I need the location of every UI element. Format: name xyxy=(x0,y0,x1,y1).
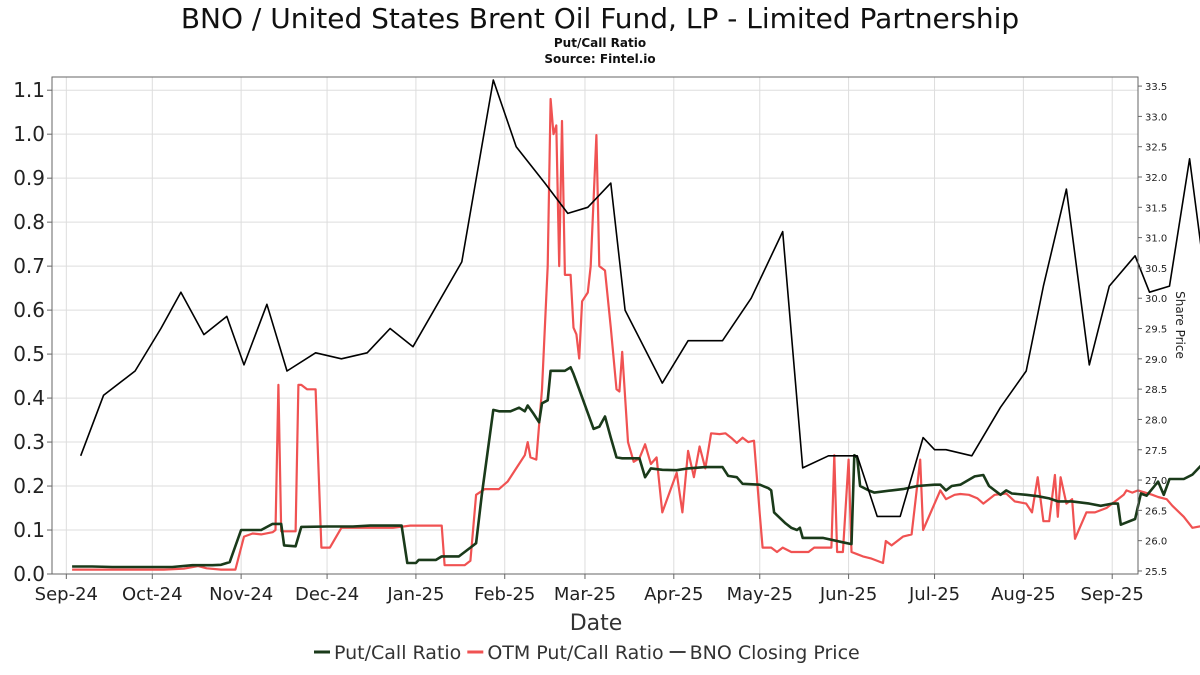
x-tick-label: May-25 xyxy=(727,584,793,605)
legend: Put/Call Ratio OTM Put/Call Ratio BNO Clos… xyxy=(314,642,860,664)
chart-subtitle-1: Put/Call Ratio xyxy=(554,36,646,50)
y-tick-label: 0.6 xyxy=(13,298,45,322)
y2-tick-label: 31.0 xyxy=(1145,234,1167,245)
y2-tick-label: 29.5 xyxy=(1145,325,1167,336)
y2-tick-label: 25.5 xyxy=(1145,567,1167,578)
x-tick-label: Sep-25 xyxy=(1081,584,1144,605)
x-tick-label: Jun-25 xyxy=(819,584,878,605)
grid xyxy=(52,77,1138,575)
y2-tick-label: 29.0 xyxy=(1145,355,1167,366)
series-line-otm-put-call-ratio xyxy=(72,97,1200,571)
legend-label-otm-put-call-ratio: OTM Put/Call Ratio xyxy=(487,642,663,664)
x-tick-label: Dec-24 xyxy=(295,584,359,605)
y2-axis: 25.5 26.0 26.5 27.0 27.5 28.0 28.5 29.0 29.5 30.0… xyxy=(1138,82,1167,578)
x-axis-label: Date xyxy=(570,611,623,636)
series-line-bno-closing-price xyxy=(79,79,1200,518)
x-tick-label: Feb-25 xyxy=(474,584,535,605)
y-tick-label: 1.1 xyxy=(13,78,45,102)
y2-tick-label: 32.5 xyxy=(1145,143,1167,154)
x-tick-label: Jul-25 xyxy=(908,584,960,605)
y2-tick-label: 27.5 xyxy=(1145,446,1167,457)
y2-tick-label: 28.5 xyxy=(1145,385,1167,396)
y-tick-label: 0.0 xyxy=(13,562,45,586)
y2-tick-label: 33.0 xyxy=(1145,112,1167,123)
chart-subtitle-2: Source: Fintel.io xyxy=(544,52,655,66)
y2-tick-label: 30.0 xyxy=(1145,294,1167,305)
x-tick-label: Nov-24 xyxy=(209,584,273,605)
y-tick-label: 0.7 xyxy=(13,254,45,278)
y-axis: 0.0 0.1 0.2 0.3 0.4 0.5 0.6 0.7 0.8 0.9 1.0 1.1 xyxy=(13,78,52,586)
y-tick-label: 0.1 xyxy=(13,518,45,542)
x-tick-label: Jan-25 xyxy=(386,584,444,605)
y2-tick-label: 31.5 xyxy=(1145,203,1167,214)
y-tick-label: 0.8 xyxy=(13,210,45,234)
x-tick-label: Sep-24 xyxy=(35,584,98,605)
y2-tick-label: 28.0 xyxy=(1145,415,1167,426)
y2-tick-label: 26.0 xyxy=(1145,537,1167,548)
x-tick-label: Aug-25 xyxy=(991,584,1056,605)
y2-tick-label: 32.0 xyxy=(1145,173,1167,184)
y2-tick-label: 27.0 xyxy=(1145,476,1167,487)
y2-tick-label: 26.5 xyxy=(1145,506,1167,517)
y-tick-label: 0.3 xyxy=(13,430,45,454)
x-tick-label: Apr-25 xyxy=(644,584,703,605)
legend-label-bno-closing-price: BNO Closing Price xyxy=(690,642,860,664)
x-tick-label: Mar-25 xyxy=(554,584,616,605)
y2-tick-label: 30.5 xyxy=(1145,264,1167,275)
y-tick-label: 0.2 xyxy=(13,474,45,498)
x-axis: Sep-24 Oct-24 Nov-24 Dec-24 Jan-25 Feb-25 Mar-… xyxy=(35,574,1144,605)
y-tick-label: 1.0 xyxy=(13,122,45,146)
plot-frame xyxy=(51,76,1139,575)
legend-label-put-call-ratio: Put/Call Ratio xyxy=(334,642,461,664)
y-tick-label: 0.4 xyxy=(13,386,45,410)
y2-tick-label: 33.5 xyxy=(1145,82,1167,93)
chart-title: BNO / United States Brent Oil Fund, LP -… xyxy=(181,2,1019,35)
x-tick-label: Oct-24 xyxy=(122,584,183,605)
y-tick-label: 0.9 xyxy=(13,166,45,190)
y-tick-label: 0.5 xyxy=(13,342,45,366)
y2-axis-label: Share Price xyxy=(1173,291,1187,359)
series-layer xyxy=(72,79,1200,571)
series-line-put-call-ratio xyxy=(72,366,1200,569)
